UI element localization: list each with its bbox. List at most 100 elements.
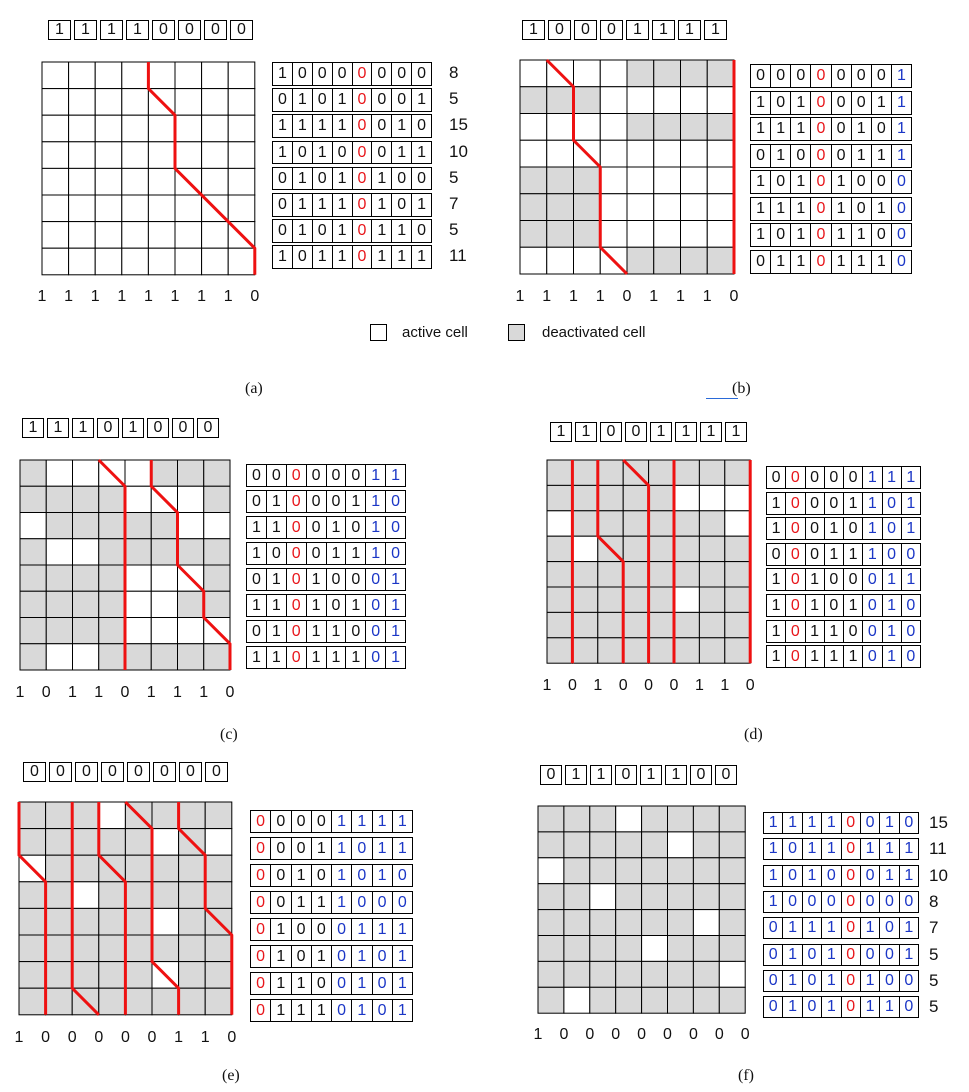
active-cell	[174, 194, 203, 223]
deactivated-cell	[597, 611, 624, 639]
deactivated-cell	[597, 637, 624, 664]
deactivated-cell	[178, 881, 206, 909]
deactivated-cell	[124, 907, 153, 936]
table-bit: 0	[391, 193, 413, 217]
signal-path-line	[97, 458, 127, 670]
table-bit: 1	[770, 143, 792, 168]
table-bit: 0	[862, 568, 883, 592]
top-bit: 1	[47, 418, 69, 438]
table-bit: 0	[272, 166, 293, 191]
table-bit: 0	[250, 918, 272, 941]
table-bit: 1	[291, 114, 313, 138]
table-bit: 0	[391, 891, 413, 914]
deactivated-cell	[698, 561, 726, 588]
top-bit: 1	[74, 20, 97, 40]
table-bit: 0	[801, 969, 823, 992]
table-bit: 0	[830, 117, 852, 141]
active-cell	[177, 485, 205, 513]
bottom-bit: 0	[250, 288, 260, 305]
active-cell	[227, 141, 256, 169]
table-bit: 0	[291, 62, 313, 86]
deactivated-cell	[692, 831, 720, 859]
top-bit: 0	[690, 765, 712, 785]
table-bit: 0	[900, 594, 921, 617]
table-bit: 0	[804, 517, 825, 541]
top-bit: 1	[700, 422, 722, 442]
table-bit: 0	[290, 837, 312, 860]
deactivated-cell	[72, 512, 100, 540]
active-cell	[147, 194, 176, 223]
bottom-bit: 0	[729, 288, 739, 305]
deactivated-cell	[537, 805, 565, 833]
table-bit: 0	[830, 64, 852, 88]
deactivated-cell	[615, 831, 643, 859]
deactivated-cell	[563, 857, 591, 885]
active-cell	[599, 86, 628, 114]
table-bit: 1	[862, 542, 883, 566]
bottom-bit: 1	[533, 1026, 543, 1043]
table-bit: 0	[246, 490, 267, 513]
bottom-bit: 1	[542, 677, 552, 694]
table-bit: 1	[843, 491, 864, 515]
deactivated-cell	[718, 857, 746, 885]
table-bit: 0	[331, 945, 353, 968]
deactivated-cell	[680, 59, 708, 88]
deactivated-cell	[124, 512, 152, 540]
deactivated-cell	[680, 246, 708, 275]
table-bit: 0	[246, 620, 267, 643]
top-bit: 1	[550, 422, 572, 442]
row-value-label: 7	[449, 194, 459, 213]
active-cell	[706, 166, 735, 195]
active-cell	[692, 909, 720, 936]
bottom-bit: 1	[173, 684, 182, 701]
table-bit: 0	[365, 594, 387, 617]
deactivated-cell	[597, 561, 624, 588]
table-bit: 1	[391, 140, 413, 165]
bottom-bit: 0	[41, 684, 51, 701]
table-bit: 0	[272, 88, 293, 112]
table-bit: 1	[265, 516, 287, 539]
table-bit: 1	[305, 646, 327, 669]
deactivated-cell	[673, 510, 700, 537]
row-value-label: 15	[449, 115, 468, 135]
deactivated-cell	[546, 484, 573, 512]
bottom-bit: 1	[143, 288, 153, 305]
table-bit: 1	[823, 619, 844, 643]
deactivated-cell	[45, 907, 73, 936]
top-bit: 0	[540, 765, 562, 785]
top-bit: 0	[197, 418, 219, 438]
table-bit: 0	[331, 918, 353, 941]
top-bit: 0	[574, 20, 597, 40]
table-bit: 1	[900, 466, 921, 489]
table-bit: 1	[763, 838, 784, 861]
bottom-bit: 0	[644, 677, 654, 694]
table-bit: 0	[311, 166, 333, 191]
table-bit: 1	[331, 193, 353, 217]
bottom-bit: 0	[41, 1029, 51, 1046]
top-bit: 1	[626, 20, 649, 40]
deactivated-cell	[177, 643, 205, 671]
deactivated-cell	[648, 637, 675, 664]
deactivated-cell	[45, 512, 73, 540]
deactivated-cell	[698, 637, 726, 664]
active-cell	[41, 221, 70, 249]
table-bit: 0	[371, 945, 393, 968]
table-bit: 0	[770, 170, 792, 194]
active-cell	[121, 88, 149, 116]
deactivated-cell	[724, 611, 751, 639]
active-cell	[706, 220, 735, 248]
signal-path-line	[124, 800, 181, 1015]
table-bit: 0	[385, 490, 406, 513]
deactivated-cell	[537, 883, 565, 911]
bottom-bit: 1	[200, 1029, 210, 1046]
table-bit: 1	[790, 170, 812, 194]
top-bit: 1	[590, 765, 612, 785]
table-bit: 0	[850, 64, 872, 88]
table-bit: 1	[305, 594, 327, 617]
table-bit: 0	[391, 166, 413, 191]
table-bit: 0	[900, 619, 921, 643]
table-bit: 0	[763, 917, 784, 940]
table-bit: 1	[766, 491, 787, 515]
deactivated-cell	[537, 935, 565, 962]
top-bit: 1	[575, 422, 597, 442]
